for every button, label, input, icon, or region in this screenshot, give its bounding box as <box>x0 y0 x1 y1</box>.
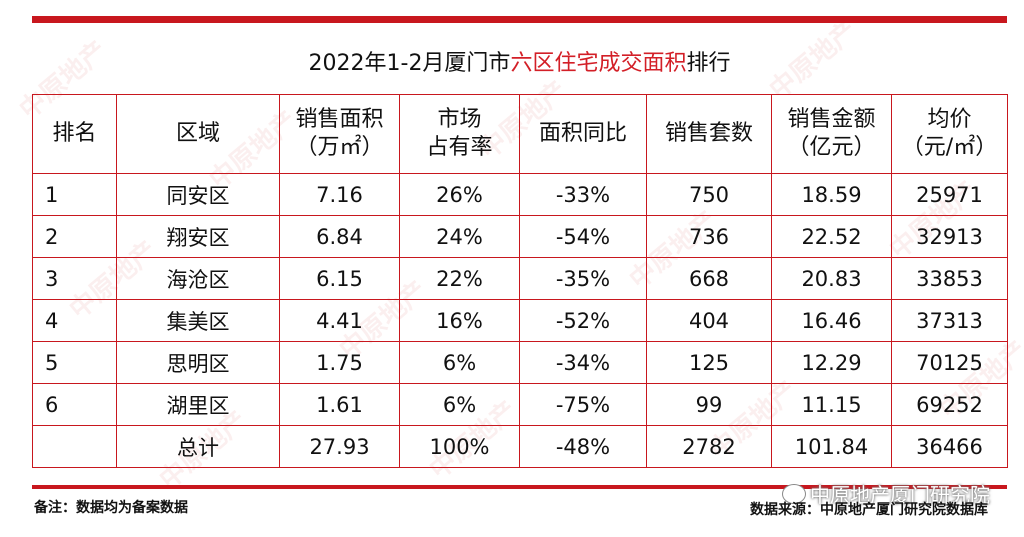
cell-district: 海沧区 <box>116 257 280 300</box>
header-line: 区域 <box>175 121 220 146</box>
title-prefix: 2022年1-2月厦门市 <box>308 51 511 76</box>
cell-district: 总计 <box>116 425 280 468</box>
cell-area-yoy: -48% <box>519 425 647 468</box>
cell-area-yoy: -35% <box>519 257 647 300</box>
wechat-watermark: 中原地产厦门研究院 <box>782 479 990 508</box>
cell-sales-area: 6.15 <box>279 257 400 300</box>
cell-sales-area: 1.75 <box>279 341 400 384</box>
header-market-share: 市场 占有率 <box>399 94 520 174</box>
cell-avg-price: 37313 <box>891 299 1008 342</box>
cell-rank <box>32 425 117 468</box>
header-line: 占有率 <box>426 135 493 160</box>
header-avg-price: 均价 （元/㎡） <box>891 94 1008 174</box>
title-suffix: 排行 <box>686 51 731 76</box>
cell-sales-amount: 101.84 <box>771 425 892 468</box>
bottom-accent-bar <box>32 485 1007 489</box>
footer-source: 数据来源：中原地产厦门研究院数据库 <box>750 502 988 518</box>
cell-market-share: 24% <box>399 215 520 258</box>
cell-sales-area: 6.84 <box>279 215 400 258</box>
header-line: 均价 <box>927 107 972 132</box>
table-body: 1 同安区 7.16 26% -33% 750 18.59 25971 2 翔安区 6.84 24% -… <box>32 173 1008 468</box>
cell-market-share: 100% <box>399 425 520 468</box>
header-sales-amount: 销售金额 （亿元） <box>771 94 892 174</box>
cell-district: 同安区 <box>116 173 280 216</box>
cell-rank: 1 <box>32 173 117 216</box>
cell-avg-price: 36466 <box>891 425 1008 468</box>
header-line: 市场 <box>437 107 482 132</box>
cell-rank: 6 <box>32 383 117 426</box>
header-line: 销售金额 <box>787 107 876 132</box>
header-units-sold: 销售套数 <box>646 94 772 174</box>
cell-units-sold: 736 <box>646 215 772 258</box>
cell-sales-area: 7.16 <box>279 173 400 216</box>
cell-area-yoy: -33% <box>519 173 647 216</box>
cell-units-sold: 2782 <box>646 425 772 468</box>
cell-market-share: 26% <box>399 173 520 216</box>
cell-sales-area: 4.41 <box>279 299 400 342</box>
table-row: 1 同安区 7.16 26% -33% 750 18.59 25971 <box>32 173 1008 216</box>
cell-sales-amount: 18.59 <box>771 173 892 216</box>
cell-sales-amount: 11.15 <box>771 383 892 426</box>
wechat-label: 中原地产厦门研究院 <box>810 483 990 507</box>
cell-district: 思明区 <box>116 341 280 384</box>
cell-market-share: 6% <box>399 383 520 426</box>
top-accent-bar <box>32 16 1007 23</box>
cell-sales-area: 1.61 <box>279 383 400 426</box>
table-row: 4 集美区 4.41 16% -52% 404 16.46 37313 <box>32 299 1008 342</box>
header-district: 区域 <box>116 94 280 174</box>
header-line: （亿元） <box>787 135 876 160</box>
ranking-table: 排名 区域 销售面积 （万㎡） 市场 占有率 面积同比 销售套数 销售金额 （亿元） 均价 （元/㎡）… <box>32 94 1008 468</box>
table-row: 5 思明区 1.75 6% -34% 125 12.29 70125 <box>32 341 1008 384</box>
table-title: 2022年1-2月厦门市六区住宅成交面积排行 <box>32 44 1007 84</box>
cell-rank: 2 <box>32 215 117 258</box>
cell-area-yoy: -52% <box>519 299 647 342</box>
cell-units-sold: 99 <box>646 383 772 426</box>
table-row: 总计 27.93 100% -48% 2782 101.84 36466 <box>32 425 1008 468</box>
cell-units-sold: 404 <box>646 299 772 342</box>
cell-sales-amount: 12.29 <box>771 341 892 384</box>
cell-area-yoy: -54% <box>519 215 647 258</box>
cell-market-share: 16% <box>399 299 520 342</box>
cell-avg-price: 32913 <box>891 215 1008 258</box>
table-header-row: 排名 区域 销售面积 （万㎡） 市场 占有率 面积同比 销售套数 销售金额 （亿元） 均价 （元/㎡） <box>32 94 1008 174</box>
table-row: 6 湖里区 1.61 6% -75% 99 11.15 69252 <box>32 383 1008 426</box>
title-highlight: 六区住宅成交面积 <box>510 51 687 76</box>
cell-rank: 3 <box>32 257 117 300</box>
header-line: 销售面积 <box>295 107 384 132</box>
header-line: 销售套数 <box>664 121 753 146</box>
cell-sales-amount: 20.83 <box>771 257 892 300</box>
footer-note: 备注：数据均为备案数据 <box>34 500 188 516</box>
header-area-yoy: 面积同比 <box>519 94 647 174</box>
cell-area-yoy: -75% <box>519 383 647 426</box>
cell-avg-price: 33853 <box>891 257 1008 300</box>
table-row: 3 海沧区 6.15 22% -35% 668 20.83 33853 <box>32 257 1008 300</box>
cell-rank: 5 <box>32 341 117 384</box>
cell-district: 翔安区 <box>116 215 280 258</box>
cell-avg-price: 70125 <box>891 341 1008 384</box>
cell-market-share: 6% <box>399 341 520 384</box>
header-line: （元/㎡） <box>901 135 998 160</box>
cell-units-sold: 125 <box>646 341 772 384</box>
cell-avg-price: 25971 <box>891 173 1008 216</box>
cell-sales-amount: 16.46 <box>771 299 892 342</box>
cell-district: 集美区 <box>116 299 280 342</box>
header-line: 面积同比 <box>538 121 627 146</box>
header-line: （万㎡） <box>295 135 384 160</box>
cell-avg-price: 69252 <box>891 383 1008 426</box>
header-line: 排名 <box>52 121 97 146</box>
table-row: 2 翔安区 6.84 24% -54% 736 22.52 32913 <box>32 215 1008 258</box>
cell-sales-amount: 22.52 <box>771 215 892 258</box>
header-sales-area: 销售面积 （万㎡） <box>279 94 400 174</box>
cell-sales-area: 27.93 <box>279 425 400 468</box>
cell-units-sold: 750 <box>646 173 772 216</box>
cell-rank: 4 <box>32 299 117 342</box>
wechat-icon <box>782 483 806 504</box>
header-rank: 排名 <box>32 94 117 174</box>
cell-area-yoy: -34% <box>519 341 647 384</box>
cell-market-share: 22% <box>399 257 520 300</box>
cell-district: 湖里区 <box>116 383 280 426</box>
cell-units-sold: 668 <box>646 257 772 300</box>
